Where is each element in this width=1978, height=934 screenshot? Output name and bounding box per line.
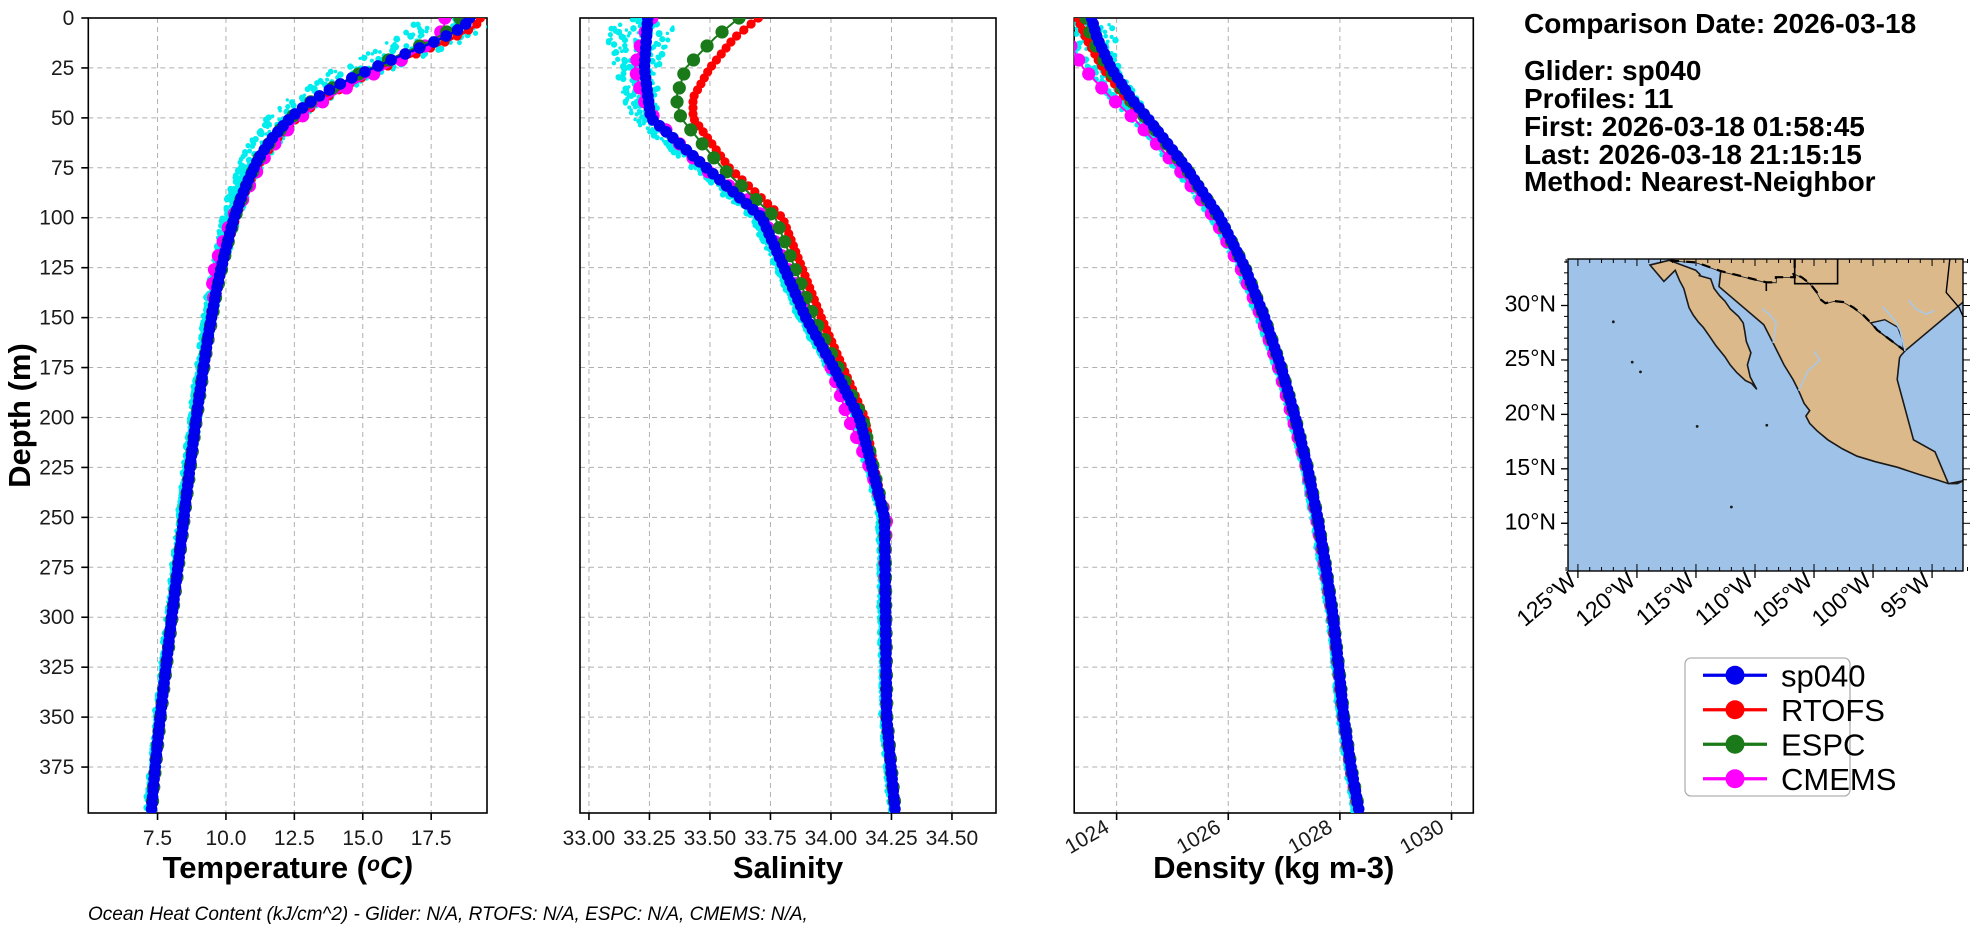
svg-text:33.25: 33.25 <box>623 827 676 850</box>
svg-text:34.50: 34.50 <box>926 827 979 850</box>
svg-text:375: 375 <box>39 756 74 779</box>
svg-text:34.25: 34.25 <box>865 827 918 850</box>
svg-text:25: 25 <box>51 57 74 80</box>
svg-text:50: 50 <box>51 107 74 130</box>
svg-text:33.50: 33.50 <box>684 827 737 850</box>
svg-text:12.5: 12.5 <box>274 827 315 850</box>
svg-text:275: 275 <box>39 556 74 579</box>
svg-text:125: 125 <box>39 257 74 280</box>
svg-text:200: 200 <box>39 406 74 429</box>
svg-text:175: 175 <box>39 357 74 380</box>
svg-text:150: 150 <box>39 307 74 330</box>
svg-text:7.5: 7.5 <box>143 827 172 850</box>
svg-text:75: 75 <box>51 157 74 180</box>
svg-text:10.0: 10.0 <box>206 827 247 850</box>
svg-text:0: 0 <box>63 7 75 30</box>
svg-text:300: 300 <box>39 606 74 629</box>
svg-text:17.5: 17.5 <box>411 827 452 850</box>
svg-text:33.75: 33.75 <box>744 827 797 850</box>
svg-text:15.0: 15.0 <box>342 827 383 850</box>
svg-text:225: 225 <box>39 456 74 479</box>
svg-text:250: 250 <box>39 506 74 529</box>
svg-text:325: 325 <box>39 656 74 679</box>
svg-text:34.00: 34.00 <box>805 827 858 850</box>
svg-text:33.00: 33.00 <box>563 827 616 850</box>
svg-text:350: 350 <box>39 706 74 729</box>
svg-text:100: 100 <box>39 207 74 230</box>
